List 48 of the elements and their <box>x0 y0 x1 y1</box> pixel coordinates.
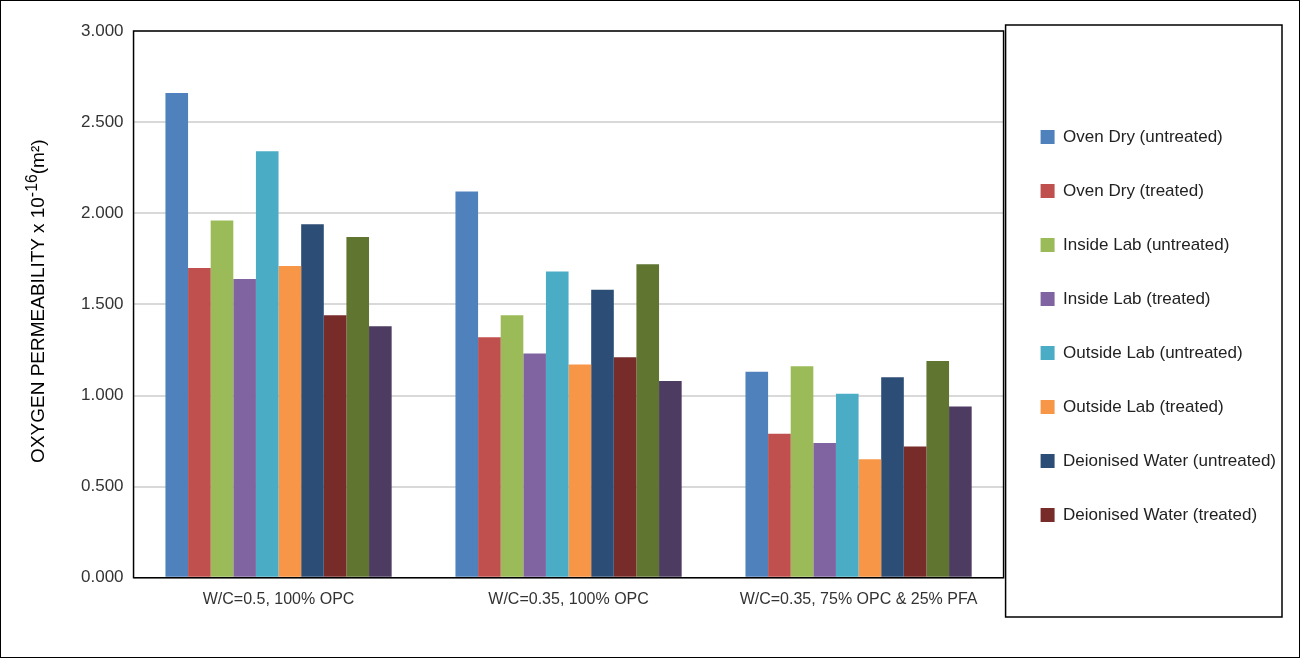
bar <box>926 360 950 577</box>
y-tick-label: 0.000 <box>80 567 124 587</box>
bar <box>165 92 189 577</box>
x-tick-label: W/C=0.35, 75% OPC & 25% PFA <box>739 589 978 607</box>
bar <box>346 236 370 577</box>
bar <box>881 377 904 577</box>
bar <box>613 357 637 577</box>
bar <box>500 315 524 577</box>
bar <box>323 315 347 577</box>
bar <box>210 220 234 577</box>
legend-label: Inside Lab (untreated) <box>1063 234 1230 254</box>
bar <box>659 380 682 577</box>
bar <box>768 433 791 577</box>
y-tick-label: 2.000 <box>80 202 124 222</box>
bar <box>903 446 927 577</box>
bar <box>523 353 546 577</box>
bar <box>745 371 769 577</box>
legend-label: Deionised Water (treated) <box>1063 504 1258 524</box>
legend-label: Oven Dry (treated) <box>1063 180 1204 200</box>
bar <box>949 406 972 577</box>
legend-label: Outside Lab (untreated) <box>1063 342 1243 362</box>
x-tick-label: W/C=0.35, 100% OPC <box>488 589 649 607</box>
y-tick-label: 0.500 <box>80 476 124 496</box>
bar <box>813 442 836 577</box>
bar <box>455 191 479 577</box>
bar <box>301 224 324 577</box>
bar <box>233 278 256 577</box>
legend-label: Deionised Water (untreated) <box>1063 450 1277 470</box>
bar <box>278 266 302 577</box>
y-tick-label: 2.500 <box>80 111 124 131</box>
y-tick-label: 1.000 <box>80 385 124 405</box>
bar <box>858 459 882 577</box>
bar <box>636 264 660 577</box>
legend-label: Outside Lab (treated) <box>1063 396 1224 416</box>
bar <box>790 366 814 577</box>
x-tick-label: W/C=0.5, 100% OPC <box>202 589 355 607</box>
bar <box>478 337 501 577</box>
legend-label: Inside Lab (treated) <box>1063 288 1211 308</box>
bar <box>369 326 392 577</box>
y-tick-label: 1.500 <box>80 294 124 314</box>
bar <box>568 364 592 577</box>
legend-label: Oven Dry (untreated) <box>1063 126 1223 146</box>
bar <box>835 393 859 577</box>
bar <box>188 267 211 577</box>
bar <box>545 271 569 577</box>
bar <box>591 289 614 577</box>
y-tick-label: 3.000 <box>80 20 124 40</box>
bar <box>255 151 279 577</box>
